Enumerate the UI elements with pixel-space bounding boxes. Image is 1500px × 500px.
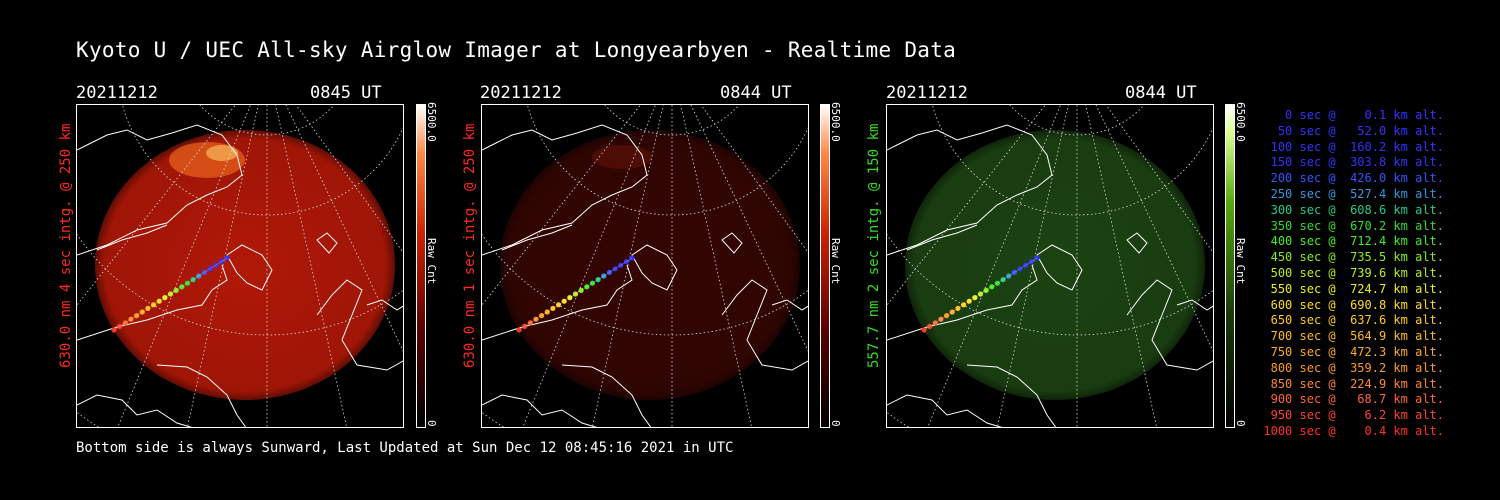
sky-glow [500,130,800,400]
page-title: Kyoto U / UEC All-sky Airglow Imager at … [76,38,957,62]
panel-3-time: 0844 UT [1125,83,1197,103]
legend-row-19: 950 sec @ 6.2 km alt. [1263,408,1444,423]
panel-3-svg [887,105,1213,427]
rocket-trajectory [921,255,1040,333]
legend-row-10: 500 sec @ 739.6 km alt. [1263,265,1444,280]
legend-row-18: 900 sec @ 68.7 km alt. [1263,392,1444,407]
legend-row-4: 200 sec @ 426.0 km alt. [1263,171,1444,186]
legend-row-15: 750 sec @ 472.3 km alt. [1263,344,1444,359]
panel-3-colorbar-unit: Raw Cnt [1234,238,1247,285]
legend-row-14: 700 sec @ 564.9 km alt. [1263,329,1444,344]
map-grid [77,105,403,427]
aurora-patch [592,145,652,169]
panel-2-colorbar-min: 0 [829,420,842,427]
legend-row-5: 250 sec @ 527.4 km alt. [1263,186,1444,201]
aurora-patch [206,145,238,161]
legend-row-12: 600 sec @ 690.8 km alt. [1263,297,1444,312]
panel-1-colorbar [416,104,426,428]
panel-2-svg [482,105,808,427]
legend-row-2: 100 sec @ 160.2 km alt. [1263,139,1444,154]
legend-row-0: 0 sec @ 0.1 km alt. [1263,108,1444,122]
rocket-trajectory [111,255,230,333]
panel-1-svg [77,105,403,427]
sky-glow [905,130,1205,400]
panel-1-colorbar-max: 6500.0 [425,102,438,142]
panel-2-side-label: 630.0 nm 1 sec intg. @ 250 km [462,123,478,368]
trajectory-legend: 0 sec @ 0.1 km alt. 50 sec @ 52.0 km alt… [1262,108,1444,440]
panel-2-colorbar-unit: Raw Cnt [829,238,842,285]
panel-3-image [886,104,1214,428]
legend-row-20: 1000 sec @ 0.4 km alt. [1263,423,1444,438]
rocket-trajectory [516,255,635,333]
legend-row-13: 650 sec @ 637.6 km alt. [1263,313,1444,328]
panel-1-image [76,104,404,428]
panel-2-time: 0844 UT [720,83,792,103]
legend-row-11: 550 sec @ 724.7 km alt. [1263,281,1444,296]
footer-note: Bottom side is always Sunward, Last Upda… [76,440,734,456]
legend-row-17: 850 sec @ 224.9 km alt. [1263,376,1444,391]
panel-1-side-label: 630.0 nm 4 sec intg. @ 250 km [58,123,74,368]
map-grid [482,105,808,427]
legend-row-6: 300 sec @ 608.6 km alt. [1263,202,1444,217]
panel-1-colorbar-min: 0 [425,420,438,427]
panel-2-colorbar-max: 6500.0 [829,102,842,142]
map-grid [887,105,1213,427]
aurora-patch [169,142,245,178]
panel-2-image [481,104,809,428]
legend-row-7: 350 sec @ 670.2 km alt. [1263,218,1444,233]
panel-2-date: 20211212 [480,83,562,103]
panel-3-colorbar [1225,104,1235,428]
panel-1-date: 20211212 [76,83,158,103]
panel-1-time: 0845 UT [310,83,382,103]
legend-row-1: 50 sec @ 52.0 km alt. [1263,123,1444,138]
trajectory-point [629,255,635,261]
panel-1-colorbar-unit: Raw Cnt [425,238,438,285]
panel-3-side-label: 557.7 nm 2 sec intg. @ 150 km [866,123,882,368]
legend-row-16: 800 sec @ 359.2 km alt. [1263,360,1444,375]
legend-row-9: 450 sec @ 735.5 km alt. [1263,250,1444,265]
trajectory-point [224,255,230,261]
panel-2-colorbar [820,104,830,428]
panel-3-date: 20211212 [886,83,968,103]
legend-row-8: 400 sec @ 712.4 km alt. [1263,234,1444,249]
sky-glow [95,130,395,400]
panel-3-colorbar-max: 6500.0 [1234,102,1247,142]
trajectory-point [1034,255,1040,261]
legend-row-3: 150 sec @ 303.8 km alt. [1263,155,1444,170]
panel-3-colorbar-min: 0 [1234,420,1247,427]
